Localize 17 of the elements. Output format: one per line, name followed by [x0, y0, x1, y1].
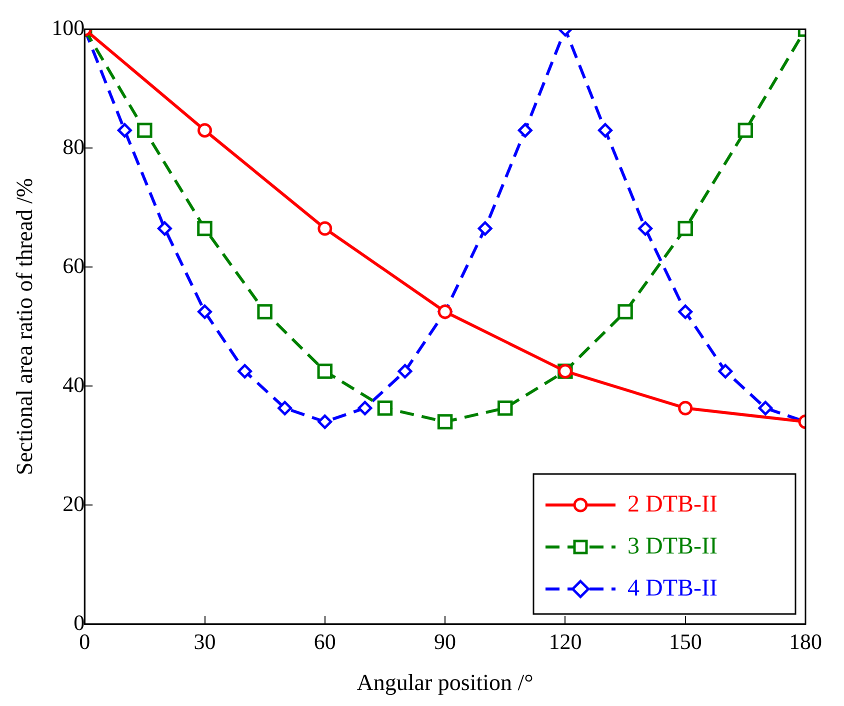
y-tick-label: 0 [74, 610, 85, 635]
y-axis-title: Sectional area ratio of thread /% [12, 178, 37, 476]
legend-label: 3 DTB-II [628, 533, 718, 560]
y-tick-label: 80 [62, 134, 85, 159]
legend-label: 4 DTB-II [628, 575, 718, 602]
y-tick-label: 100 [52, 14, 85, 40]
x-tick-label: 90 [434, 628, 456, 654]
y-tick-label: 40 [62, 372, 85, 397]
x-tick-label: 180 [789, 628, 822, 654]
x-tick-label: 150 [668, 628, 702, 654]
y-tick-label: 20 [62, 490, 85, 516]
x-tick-label: 30 [194, 628, 216, 654]
y-tick-label: 60 [62, 252, 85, 278]
x-tick-label: 120 [548, 628, 582, 654]
x-tick-label: 60 [314, 628, 336, 654]
x-axis-title: Angular position /° [356, 670, 534, 696]
legend-label: 2 DTB-II [628, 491, 718, 518]
